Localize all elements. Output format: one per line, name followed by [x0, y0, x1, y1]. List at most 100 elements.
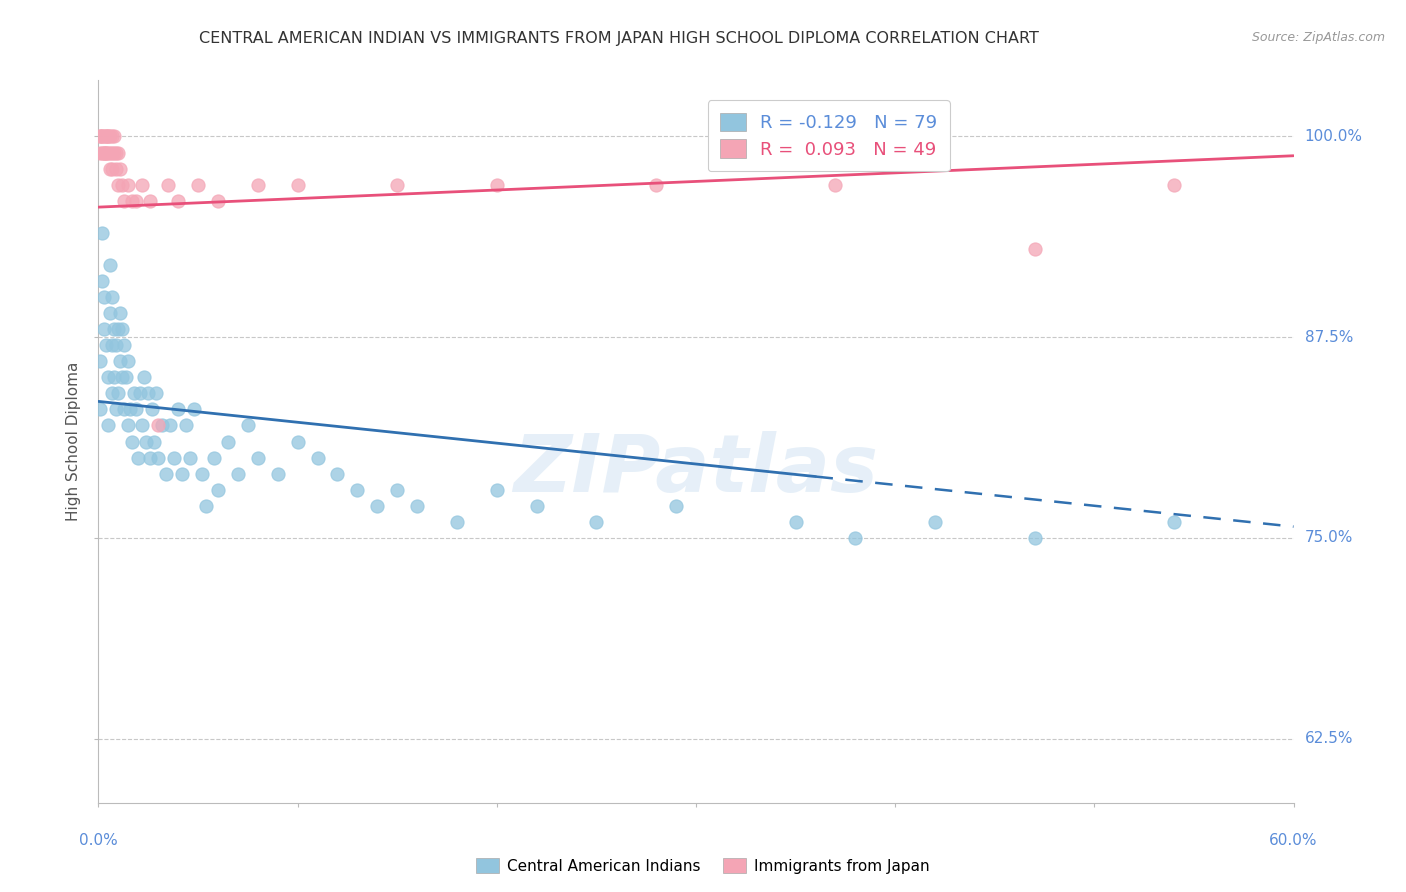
Point [143, 434, 166, 449]
Text: 0.0%: 0.0% [79, 833, 118, 848]
Point [97, 129, 120, 144]
Point [98, 129, 122, 144]
Point [93, 129, 115, 144]
Point [110, 306, 132, 320]
Point [645, 178, 668, 192]
Point [101, 290, 124, 304]
Point [1163, 515, 1185, 529]
Point [97, 418, 120, 433]
Point [307, 450, 329, 465]
Point [117, 418, 139, 433]
Point [97, 145, 120, 160]
Point [148, 450, 170, 465]
Point [287, 434, 309, 449]
Point [101, 338, 124, 352]
Point [111, 322, 134, 336]
Point [97, 370, 120, 384]
Point [1163, 178, 1185, 192]
Point [785, 515, 807, 529]
Point [98, 258, 122, 272]
Point [385, 178, 409, 192]
Point [96, 129, 118, 144]
Y-axis label: High School Diploma: High School Diploma [66, 362, 82, 521]
Point [287, 178, 309, 192]
Point [134, 370, 156, 384]
Point [485, 483, 508, 497]
Point [174, 418, 197, 433]
Point [236, 418, 259, 433]
Point [89, 354, 111, 368]
Point [267, 467, 290, 481]
Text: 87.5%: 87.5% [1305, 330, 1353, 344]
Point [110, 161, 132, 176]
Point [139, 450, 162, 465]
Point [117, 354, 139, 368]
Point [89, 402, 111, 417]
Point [121, 434, 143, 449]
Point [125, 402, 148, 417]
Point [195, 499, 218, 513]
Point [145, 386, 167, 401]
Point [824, 178, 846, 192]
Point [150, 418, 173, 433]
Point [485, 178, 508, 192]
Point [89, 145, 111, 160]
Point [127, 450, 149, 465]
Point [101, 145, 124, 160]
Point [131, 418, 153, 433]
Point [103, 370, 125, 384]
Point [103, 129, 125, 144]
Point [141, 402, 163, 417]
Text: CENTRAL AMERICAN INDIAN VS IMMIGRANTS FROM JAPAN HIGH SCHOOL DIPLOMA CORRELATION: CENTRAL AMERICAN INDIAN VS IMMIGRANTS FR… [198, 31, 1039, 46]
Point [179, 450, 201, 465]
Point [191, 467, 214, 481]
Point [91, 274, 114, 288]
Point [98, 145, 122, 160]
Point [585, 515, 607, 529]
Point [136, 386, 159, 401]
Point [97, 129, 120, 144]
Point [217, 434, 239, 449]
Legend: R = -0.129   N = 79, R =  0.093   N = 49: R = -0.129 N = 79, R = 0.093 N = 49 [707, 100, 950, 171]
Point [101, 386, 124, 401]
Point [139, 194, 162, 208]
Point [105, 402, 128, 417]
Point [207, 194, 229, 208]
Point [91, 129, 114, 144]
Point [117, 178, 139, 192]
Point [167, 194, 190, 208]
Point [207, 483, 229, 497]
Point [148, 418, 170, 433]
Point [135, 434, 157, 449]
Point [157, 178, 180, 192]
Point [93, 145, 115, 160]
Text: 75.0%: 75.0% [1305, 531, 1353, 545]
Point [446, 515, 468, 529]
Point [124, 386, 146, 401]
Point [101, 129, 124, 144]
Legend: Central American Indians, Immigrants from Japan: Central American Indians, Immigrants fro… [471, 852, 935, 880]
Point [129, 386, 152, 401]
Text: Source: ZipAtlas.com: Source: ZipAtlas.com [1251, 31, 1385, 45]
Point [91, 226, 114, 240]
Point [346, 483, 368, 497]
Point [91, 145, 114, 160]
Point [385, 483, 409, 497]
Point [159, 418, 181, 433]
Point [96, 145, 118, 160]
Point [98, 306, 122, 320]
Point [120, 402, 142, 417]
Point [89, 129, 111, 144]
Point [105, 338, 128, 352]
Point [115, 370, 138, 384]
Point [107, 178, 129, 192]
Point [98, 161, 122, 176]
Point [107, 322, 129, 336]
Point [246, 178, 269, 192]
Point [526, 499, 548, 513]
Point [93, 145, 115, 160]
Point [112, 338, 135, 352]
Point [111, 178, 134, 192]
Text: 60.0%: 60.0% [1270, 833, 1317, 848]
Point [326, 467, 349, 481]
